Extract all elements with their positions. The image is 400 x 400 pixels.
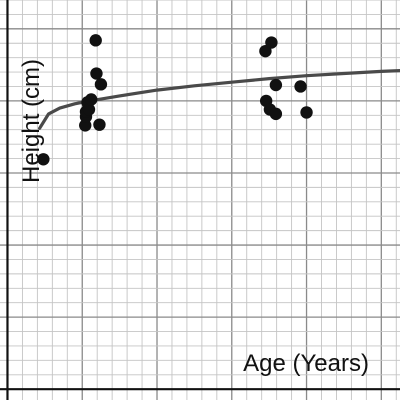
data-point	[90, 67, 103, 80]
data-point	[269, 78, 283, 92]
x-axis-label: Age (Years)	[243, 350, 369, 377]
data-point	[93, 118, 106, 131]
data-point	[85, 93, 98, 106]
data-point	[300, 106, 313, 119]
data-point	[265, 36, 278, 49]
data-point	[269, 107, 283, 121]
data-point	[294, 80, 307, 93]
trend-line	[38, 69, 400, 130]
data-point	[82, 103, 96, 116]
data-point	[259, 44, 272, 58]
trend-layer	[38, 69, 400, 130]
y-axis-label: Height (cm)	[18, 59, 45, 183]
data-point	[94, 78, 108, 91]
points-layer	[37, 34, 313, 166]
data-point	[37, 153, 50, 166]
data-point	[89, 34, 102, 47]
